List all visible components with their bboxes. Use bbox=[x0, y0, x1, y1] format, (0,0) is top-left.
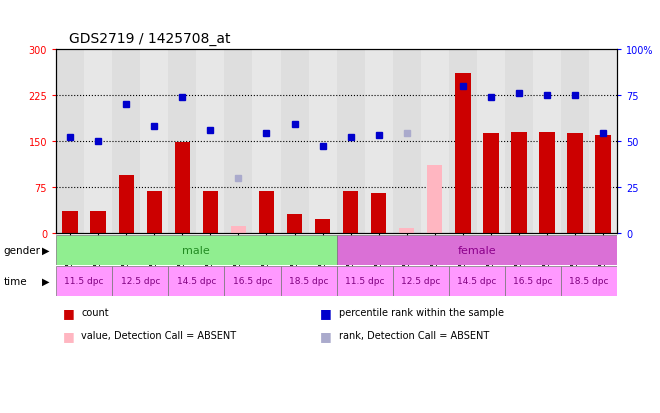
Bar bbox=[393, 266, 449, 296]
Text: 11.5 dpc: 11.5 dpc bbox=[345, 277, 384, 286]
Bar bbox=[539, 132, 554, 233]
Text: 16.5 dpc: 16.5 dpc bbox=[513, 277, 552, 286]
Bar bbox=[56, 235, 337, 265]
Bar bbox=[168, 50, 196, 233]
Bar bbox=[56, 266, 112, 296]
Bar bbox=[505, 266, 561, 296]
Text: 18.5 dpc: 18.5 dpc bbox=[570, 277, 609, 286]
Text: ■: ■ bbox=[63, 329, 75, 342]
Bar bbox=[449, 266, 505, 296]
Text: 14.5 dpc: 14.5 dpc bbox=[457, 277, 496, 286]
Bar bbox=[112, 266, 168, 296]
Bar bbox=[224, 266, 280, 296]
Bar bbox=[84, 50, 112, 233]
Bar bbox=[595, 135, 611, 233]
Bar bbox=[399, 228, 414, 233]
Bar bbox=[337, 266, 393, 296]
Bar bbox=[231, 226, 246, 233]
Text: value, Detection Call = ABSENT: value, Detection Call = ABSENT bbox=[81, 330, 236, 340]
Text: 18.5 dpc: 18.5 dpc bbox=[289, 277, 328, 286]
Bar bbox=[343, 192, 358, 233]
Bar bbox=[561, 266, 617, 296]
Text: ▶: ▶ bbox=[42, 276, 50, 286]
Text: count: count bbox=[81, 308, 109, 318]
Bar bbox=[90, 212, 106, 233]
Bar bbox=[589, 50, 617, 233]
Text: male: male bbox=[182, 245, 211, 255]
Bar bbox=[427, 166, 442, 233]
Bar bbox=[337, 50, 364, 233]
Text: rank, Detection Call = ABSENT: rank, Detection Call = ABSENT bbox=[339, 330, 489, 340]
Text: ■: ■ bbox=[320, 306, 332, 319]
Text: GDS2719 / 1425708_at: GDS2719 / 1425708_at bbox=[69, 31, 231, 45]
Bar bbox=[56, 50, 84, 233]
Bar bbox=[421, 50, 449, 233]
Text: gender: gender bbox=[3, 245, 40, 255]
Bar bbox=[512, 132, 527, 233]
Text: ■: ■ bbox=[63, 306, 75, 319]
Bar bbox=[483, 134, 498, 233]
Bar bbox=[175, 142, 190, 233]
Bar bbox=[371, 194, 386, 233]
Text: female: female bbox=[457, 245, 496, 255]
Bar bbox=[455, 74, 471, 233]
Bar bbox=[568, 134, 583, 233]
Bar bbox=[561, 50, 589, 233]
Bar bbox=[140, 50, 168, 233]
Bar bbox=[112, 50, 140, 233]
Text: time: time bbox=[3, 276, 27, 286]
Bar bbox=[315, 220, 330, 233]
Bar bbox=[203, 192, 218, 233]
Bar bbox=[533, 50, 561, 233]
Bar bbox=[259, 192, 274, 233]
Bar bbox=[224, 50, 252, 233]
Bar bbox=[505, 50, 533, 233]
Bar bbox=[252, 50, 280, 233]
Bar bbox=[280, 50, 309, 233]
Bar bbox=[63, 212, 78, 233]
Text: 11.5 dpc: 11.5 dpc bbox=[65, 277, 104, 286]
Bar bbox=[337, 235, 617, 265]
Bar bbox=[308, 50, 337, 233]
Bar bbox=[364, 50, 393, 233]
Text: 12.5 dpc: 12.5 dpc bbox=[121, 277, 160, 286]
Bar bbox=[449, 50, 477, 233]
Text: percentile rank within the sample: percentile rank within the sample bbox=[339, 308, 504, 318]
Bar bbox=[147, 192, 162, 233]
Text: 12.5 dpc: 12.5 dpc bbox=[401, 277, 440, 286]
Bar bbox=[119, 175, 134, 233]
Text: ▶: ▶ bbox=[42, 245, 50, 255]
Text: ■: ■ bbox=[320, 329, 332, 342]
Bar bbox=[280, 266, 337, 296]
Text: 14.5 dpc: 14.5 dpc bbox=[177, 277, 216, 286]
Bar bbox=[287, 215, 302, 233]
Bar bbox=[197, 50, 224, 233]
Bar bbox=[477, 50, 505, 233]
Bar bbox=[168, 266, 224, 296]
Text: 16.5 dpc: 16.5 dpc bbox=[233, 277, 272, 286]
Bar bbox=[393, 50, 421, 233]
